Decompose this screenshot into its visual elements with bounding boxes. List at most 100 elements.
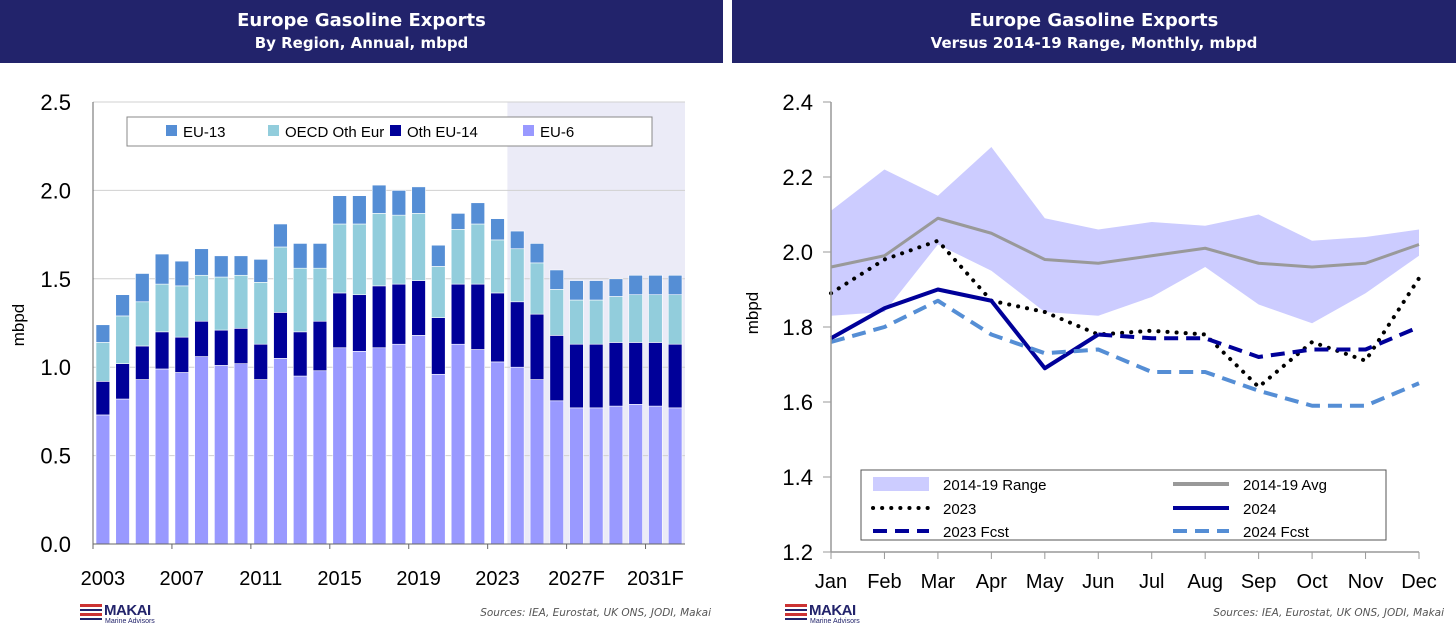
bar-eu-13: [510, 230, 525, 250]
y-tick-label: 1.8: [782, 315, 813, 340]
bar-eu-6: [95, 414, 111, 545]
legend-label: OECD Oth Eur: [285, 124, 384, 141]
x-tick-label: Oct: [1297, 571, 1329, 593]
bar-oth-eu-14: [174, 336, 189, 373]
x-tick-label: Aug: [1187, 571, 1223, 593]
bar-eu-6: [352, 350, 367, 545]
sources-note: Sources: IEA, Eurostat, UK ONS, JODI, Ma…: [1213, 607, 1444, 619]
bar-eu-6: [174, 372, 189, 545]
legend-label: 2014-19 Avg: [1243, 477, 1327, 494]
bar-eu-6: [450, 343, 466, 545]
bar-oth-eu-14: [569, 343, 584, 409]
bar-oecd-oth-eur: [135, 301, 150, 347]
bar-eu-6: [589, 407, 604, 545]
bar-eu-13: [115, 294, 130, 317]
x-tick-label: 2003: [81, 568, 126, 590]
bar-eu-13: [450, 213, 466, 230]
logo-name: MAKAI: [104, 602, 151, 619]
legend-box: [860, 469, 1387, 541]
bar-eu-6: [431, 373, 446, 545]
bar-eu-6: [569, 407, 584, 545]
bar-oecd-oth-eur: [391, 214, 407, 285]
bar-oth-eu-14: [135, 345, 150, 380]
bar-chart: 0.0 0.5 1.0 1.5 2.0 2.5 2003 2007 2011 2015 2019 20…: [9, 90, 685, 590]
bar-oecd-oth-eur: [352, 223, 367, 296]
bar-oecd-oth-eur: [431, 266, 446, 318]
x-tick-label: 2007: [160, 568, 205, 590]
bar-oecd-oth-eur: [312, 267, 328, 322]
bar-eu-6: [135, 379, 150, 545]
bar-oecd-oth-eur: [589, 299, 604, 345]
flag-icon: [80, 604, 102, 622]
x-tick-label: Jun: [1082, 571, 1114, 593]
bar-eu-13: [529, 243, 545, 264]
bar-oth-eu-14: [667, 343, 683, 409]
bar-eu-6: [470, 349, 485, 545]
bar-oth-eu-14: [233, 328, 249, 364]
legend-label: EU-6: [540, 124, 574, 141]
bar-oth-eu-14: [628, 342, 643, 405]
y-tick-label: 1.0: [40, 355, 71, 380]
bar-oth-eu-14: [194, 320, 209, 357]
bar-oth-eu-14: [154, 331, 170, 370]
y-tick-label: 0.5: [40, 444, 71, 469]
bar-eu-13: [253, 259, 268, 283]
bar-oecd-oth-eur: [648, 294, 663, 343]
x-tick-label: Jan: [815, 571, 847, 593]
y-tick-label: 2.5: [40, 90, 71, 115]
x-tick-label: Sep: [1241, 571, 1277, 593]
bar-oth-eu-14: [293, 331, 308, 377]
bar-eu-6: [608, 405, 624, 545]
bar-oecd-oth-eur: [510, 248, 525, 303]
bar-oecd-oth-eur: [608, 296, 624, 343]
bar-oecd-oth-eur: [174, 285, 189, 338]
bar-oth-eu-14: [648, 342, 663, 407]
range-band: [831, 147, 1419, 324]
legend-swatch: [873, 477, 929, 491]
bar-oth-eu-14: [115, 363, 130, 400]
bar-eu-6: [529, 379, 545, 545]
bar-eu-6: [293, 375, 308, 545]
legend-swatch: [523, 125, 534, 136]
legend-swatch: [268, 125, 279, 136]
bar-oecd-oth-eur: [667, 294, 683, 345]
bar-eu-13: [194, 248, 209, 276]
bar-oth-eu-14: [549, 335, 564, 402]
bar-eu-6: [371, 347, 387, 545]
bar-eu-13: [667, 274, 683, 296]
y-axis-label: mbpd: [743, 292, 762, 335]
bar-oth-eu-14: [529, 313, 545, 380]
bar-oth-eu-14: [589, 343, 604, 409]
bar-oth-eu-14: [214, 329, 229, 366]
legend-label: Oth EU-14: [407, 124, 478, 141]
x-tick-label: 2019: [396, 568, 441, 590]
x-tick-label: Feb: [867, 571, 901, 593]
bar-eu-13: [154, 253, 170, 285]
bar-oecd-oth-eur: [214, 276, 229, 331]
bar-eu-13: [431, 244, 446, 267]
legend-label: 2023: [943, 501, 976, 518]
series-line-2014-19-avg: [830, 216, 1420, 269]
bar-oecd-oth-eur: [273, 246, 288, 313]
bar-oecd-oth-eur: [470, 223, 485, 285]
bar-eu-13: [589, 280, 604, 301]
bar-oth-eu-14: [253, 343, 268, 380]
bar-eu-13: [569, 280, 584, 301]
bar-eu-6: [411, 335, 426, 545]
series-line-2023-fcst: [1098, 325, 1420, 359]
left-panel: Europe Gasoline Exports By Region, Annua…: [0, 0, 723, 628]
x-tick-label: 2023: [475, 568, 520, 590]
x-tick-label: Mar: [921, 571, 956, 593]
bar-eu-6: [332, 347, 347, 545]
x-tick-label: 2031F: [627, 568, 684, 590]
bar-eu-13: [312, 243, 328, 269]
bar-oecd-oth-eur: [115, 315, 130, 364]
bar-eu-13: [648, 274, 663, 296]
right-chart-header: Europe Gasoline Exports Versus 2014-19 R…: [732, 0, 1456, 63]
legend-swatch: [166, 125, 177, 136]
sources-note: Sources: IEA, Eurostat, UK ONS, JODI, Ma…: [480, 607, 711, 619]
bar-eu-6: [312, 370, 328, 545]
bar-eu-6: [667, 407, 683, 545]
legend-label: 2024: [1243, 501, 1276, 518]
bar-oth-eu-14: [608, 342, 624, 407]
